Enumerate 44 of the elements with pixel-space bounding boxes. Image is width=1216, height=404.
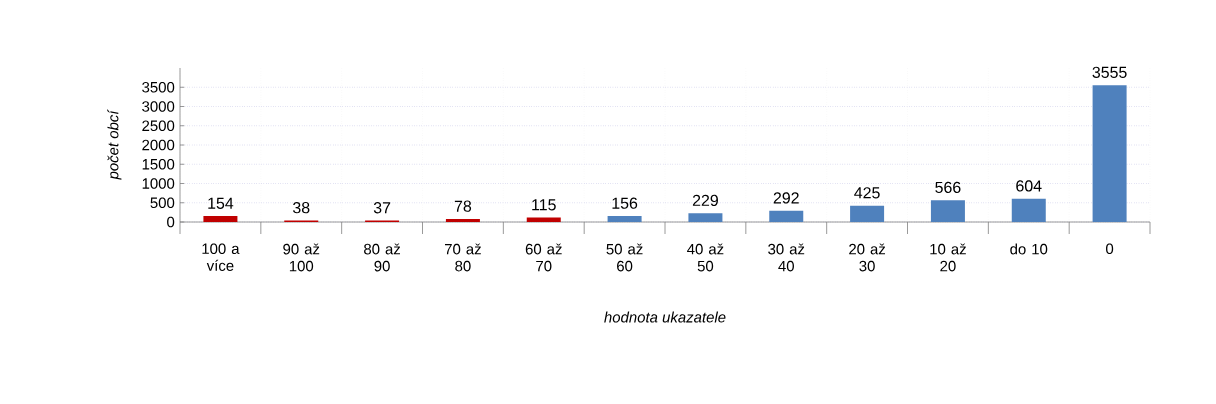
bar	[769, 210, 804, 222]
data-label: 292	[773, 192, 799, 204]
bar	[688, 213, 723, 222]
data-label: 38	[293, 202, 310, 214]
y-tick-label: 1000	[142, 178, 175, 189]
data-label: 3555	[1092, 66, 1127, 78]
bar	[607, 215, 642, 222]
x-tick-label: 70 až 80	[444, 243, 481, 272]
y-axis-title: počet obcí	[107, 109, 122, 180]
data-label: 604	[1016, 180, 1042, 192]
data-label: 37	[373, 202, 391, 214]
data-label: 78	[454, 200, 472, 212]
bar	[203, 216, 238, 222]
bar	[445, 219, 480, 222]
x-tick-label: 90 až 100	[283, 243, 320, 272]
data-label: 156	[612, 197, 638, 209]
y-tick-label: 3000	[142, 101, 175, 112]
y-tick-label: 2500	[142, 120, 175, 132]
y-tick-label: 2000	[142, 139, 175, 151]
bar	[930, 200, 965, 222]
data-label: 229	[692, 194, 718, 206]
x-tick-label: do 10	[1010, 243, 1048, 255]
x-tick-label: 0	[1106, 243, 1114, 255]
y-tick-label: 1500	[142, 158, 175, 170]
x-tick-label: 20 až 30	[849, 243, 886, 272]
bar	[1011, 198, 1046, 222]
y-tick-label: 0	[167, 216, 175, 228]
x-tick-label: 50 až 60	[606, 243, 643, 272]
y-tick-label: 500	[150, 197, 175, 209]
x-tick-label: 100 a více	[202, 243, 240, 271]
x-tick-label: 40 až 50	[687, 243, 724, 272]
bar	[526, 217, 561, 222]
x-tick-label: 80 až 90	[364, 243, 401, 272]
data-label: 115	[532, 199, 556, 211]
bar	[850, 205, 885, 222]
x-tick-label: 10 až 20	[930, 243, 966, 272]
data-label: 154	[208, 197, 234, 209]
x-tick-label: 30 až 40	[768, 243, 805, 272]
data-label: 566	[935, 181, 961, 194]
x-tick-label: 60 až 70	[525, 243, 562, 272]
data-label: 425	[854, 187, 880, 199]
x-axis-title: hodnota ukazatele	[604, 311, 726, 323]
y-tick-label: 3500	[142, 81, 175, 93]
bar	[1092, 85, 1127, 222]
